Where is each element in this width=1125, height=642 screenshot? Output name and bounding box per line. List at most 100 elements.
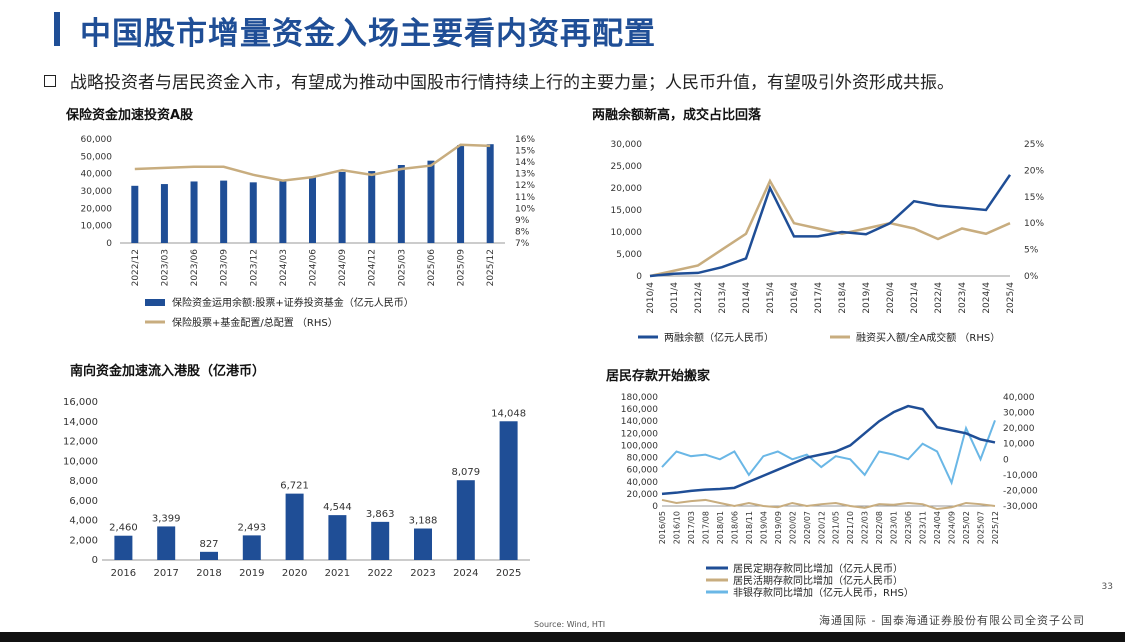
nonbank-deposit-line xyxy=(661,420,996,486)
x-tick-label: 2024/09 xyxy=(338,249,348,287)
data-label: 3,863 xyxy=(366,509,395,520)
legend-bar-label: 保险资金运用余额:股票+证券投资基金（亿元人民币） xyxy=(172,296,414,309)
x-tick-label: 2023/4 xyxy=(958,282,968,314)
x-tick-label: 2023/09 xyxy=(220,249,230,287)
data-label: 8,079 xyxy=(451,467,480,478)
x-tick-label: 2019/4 xyxy=(862,282,872,314)
x-tick-label: 2020/02 xyxy=(788,511,797,544)
x-tick-label: 2024/06 xyxy=(309,249,319,287)
y-tick-label: 140,000 xyxy=(621,417,658,427)
southbound-chart: 0 2,000 4,000 6,000 8,000 10,000 12,000 14,000 1… xyxy=(63,397,530,579)
bullet-point: 战略投资者与居民资金入市，有望成为推动中国股市行情持续上行的主要力量；人民币升值… xyxy=(44,68,954,93)
x-tick-label: 2025/02 xyxy=(962,511,971,544)
x-tick-label: 2018/01 xyxy=(716,511,725,544)
page-number: 33 xyxy=(1101,582,1113,592)
y-tick-label: 16,000 xyxy=(63,397,98,408)
y-tick-label: 10,000 xyxy=(81,222,113,232)
chart2-title: 两融余额新高，成交占比回落 xyxy=(592,108,762,123)
chart1-title: 保险资金加速投资A股 xyxy=(66,108,194,123)
southbound-bar xyxy=(414,528,432,560)
x-tick-label: 2025/4 xyxy=(1006,282,1016,314)
x-tick-label: 2025/09 xyxy=(457,249,467,287)
x-tick-label: 2022/03 xyxy=(861,511,870,544)
title-accent-bar xyxy=(54,12,60,46)
x-tick-label: 2013/4 xyxy=(718,282,728,314)
y-tick-label: 20,000 xyxy=(81,204,113,214)
data-label: 3,399 xyxy=(152,513,181,524)
time-deposit-line xyxy=(661,404,996,496)
x-tick-label: 2023 xyxy=(410,568,435,579)
x-tick-label: 2021/10 xyxy=(846,511,855,544)
y-right-tick-label: 30,000 xyxy=(1003,409,1035,419)
insurance-bar xyxy=(368,171,376,243)
y-tick-label: 15,000 xyxy=(611,206,643,216)
southbound-bar xyxy=(456,480,475,560)
x-tick-label: 2021/4 xyxy=(910,282,920,314)
x-tick-label: 2019 xyxy=(239,568,264,579)
southbound-bar xyxy=(371,521,390,560)
y-tick-label: 4,000 xyxy=(69,516,98,527)
y-tick-label: 50,000 xyxy=(81,152,113,162)
y-tick-label: 160,000 xyxy=(621,405,658,415)
y-right-tick-label: 14% xyxy=(515,158,535,168)
insurance-ratio-line xyxy=(134,143,491,182)
y-tick-label: 60,000 xyxy=(627,466,659,476)
x-tick-label: 2019/09 xyxy=(774,511,783,544)
page-title: 中国股市增量资金入场主要看内资再配置 xyxy=(80,16,656,52)
y-tick-label: 30,000 xyxy=(611,140,643,150)
x-tick-label: 2020/4 xyxy=(886,282,896,314)
y-tick-label: 20,000 xyxy=(611,184,643,194)
y-right-tick-label: 7% xyxy=(515,239,530,249)
y-right-tick-label: -30,000 xyxy=(1003,502,1038,512)
x-tick-label: 2016/05 xyxy=(658,511,667,544)
y-right-tick-label: 20% xyxy=(1024,166,1044,176)
x-tick-label: 2017/08 xyxy=(701,511,710,544)
insurance-bar xyxy=(397,165,405,243)
x-tick-label: 2016/4 xyxy=(790,282,800,314)
x-tick-label: 2022 xyxy=(367,568,392,579)
southbound-bar xyxy=(114,535,133,560)
y-right-tick-label: 0% xyxy=(1024,272,1039,282)
y-right-tick-label: 10% xyxy=(515,204,535,214)
x-tick-label: 2014/4 xyxy=(742,282,752,314)
x-tick-label: 2022/12 xyxy=(131,249,141,286)
x-tick-label: 2011/4 xyxy=(670,282,680,314)
x-tick-label: 2016 xyxy=(111,568,136,579)
y-tick-label: 40,000 xyxy=(627,478,659,488)
data-label: 827 xyxy=(199,539,218,550)
x-tick-label: 2025 xyxy=(496,568,521,579)
y-tick-label: 6,000 xyxy=(69,496,98,507)
data-label: 4,544 xyxy=(323,502,352,513)
y-tick-label: 8,000 xyxy=(69,476,98,487)
y-right-tick-label: 9% xyxy=(515,216,530,226)
source-note: Source: Wind, HTI xyxy=(534,620,606,629)
y-right-tick-label: 8% xyxy=(515,227,530,237)
insurance-bar xyxy=(486,144,494,243)
southbound-bar xyxy=(242,535,261,560)
y-right-tick-label: 0 xyxy=(1003,455,1009,465)
x-tick-label: 2010/4 xyxy=(646,282,656,314)
insurance-bar xyxy=(279,179,287,243)
x-tick-label: 2023/01 xyxy=(890,511,899,544)
y-right-tick-label: 15% xyxy=(1024,193,1044,203)
insurance-bar xyxy=(309,177,316,243)
x-tick-label: 2024/4 xyxy=(982,282,992,314)
x-tick-label: 2018/11 xyxy=(745,511,754,544)
x-tick-label: 2025/06 xyxy=(427,249,437,287)
y-right-tick-label: 16% xyxy=(515,135,535,145)
x-tick-label: 2022/08 xyxy=(875,511,884,544)
legend-label-3: 非银存款同比增加（亿元人民币，RHS） xyxy=(733,586,914,599)
y-tick-label: 10,000 xyxy=(63,456,98,467)
x-tick-label: 2023/06 xyxy=(190,249,200,287)
data-label: 2,460 xyxy=(109,523,138,534)
legend-label-1: 两融余额（亿元人民币） xyxy=(664,331,774,344)
x-tick-label: 2017/03 xyxy=(687,511,696,544)
y-tick-label: 2,000 xyxy=(69,535,98,546)
x-tick-label: 2023/11 xyxy=(919,511,928,544)
y-right-tick-label: 12% xyxy=(515,181,535,191)
demand-deposit-line xyxy=(661,498,996,511)
footer-text: 海通国际 - 国泰海通证券股份有限公司全资子公司 xyxy=(819,614,1085,627)
bullet-box-icon xyxy=(44,75,56,87)
data-label: 3,188 xyxy=(409,516,438,527)
insurance-chart: 0 10,000 20,000 30,000 40,000 50,000 60,000 7% 8… xyxy=(81,135,536,329)
